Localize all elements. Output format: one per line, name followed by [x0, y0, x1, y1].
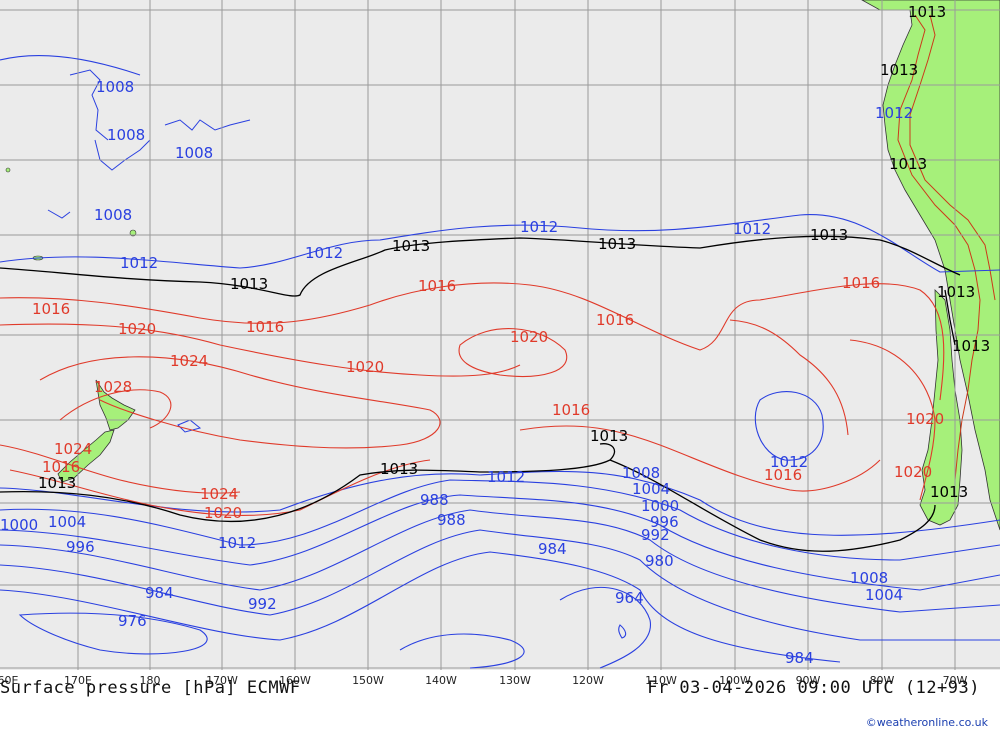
isobar-label: 980 — [645, 552, 674, 570]
isobar-label: 1024 — [54, 440, 92, 458]
isobar-labels-black: 1013 1013 1013 1013 1013 1013 1013 1013 … — [38, 3, 990, 501]
isobar-label: 984 — [145, 584, 174, 602]
isobar-label: 1004 — [48, 513, 86, 531]
isobar-label: 1008 — [175, 144, 213, 162]
isobar-label: 992 — [641, 526, 670, 544]
isobar-label: 1016 — [764, 466, 802, 484]
longitude-label: 80W — [869, 674, 895, 687]
isobar-label: 996 — [650, 513, 679, 531]
isobar-labels-red: 1016 1016 1020 1024 1028 1024 1016 1016 … — [32, 274, 944, 522]
isobar-label: 1008 — [107, 126, 145, 144]
isobar-label: 1013 — [937, 283, 975, 301]
lat-lon-grid — [0, 0, 1000, 670]
isobar-label: 1024 — [170, 352, 208, 370]
isobar-label: 1000 — [641, 497, 679, 515]
credit-link[interactable]: ©weatheronline.co.uk — [865, 716, 988, 729]
isobar-label: 1008 — [96, 78, 134, 96]
longitude-label: 160W — [279, 674, 311, 687]
isobar-label: 984 — [785, 649, 814, 667]
longitude-label: 60E — [0, 674, 19, 687]
isobar-label: 1012 — [733, 220, 771, 238]
isobar-label: 1008 — [622, 464, 660, 482]
isobar-label: 1020 — [346, 358, 384, 376]
isobar-labels-blue: 1008 1008 1008 1008 1012 1012 1012 1012 … — [0, 78, 913, 667]
isobar-label: 1013 — [380, 460, 418, 478]
isobar-label: 1016 — [42, 458, 80, 476]
isobar-label: 1004 — [632, 480, 670, 498]
isobar-label: 976 — [118, 612, 147, 630]
isobar-label: 1012 — [770, 453, 808, 471]
isobar-label: 1012 — [520, 218, 558, 236]
isobar-label: 1008 — [850, 569, 888, 587]
isobar-label: 1020 — [118, 320, 156, 338]
isobar-label: 1000 — [0, 516, 38, 534]
longitude-label: 100W — [719, 674, 751, 687]
isobar-label: 1012 — [487, 468, 525, 486]
isobar-label: 1012 — [875, 104, 913, 122]
isobar-label: 1016 — [552, 401, 590, 419]
longitude-label: 70W — [942, 674, 968, 687]
isobar-label: 1013 — [38, 474, 76, 492]
small-island-dots — [5, 167, 137, 261]
longitude-label: 170E — [64, 674, 92, 687]
longitude-label: 110W — [645, 674, 677, 687]
isobar-label: 1016 — [596, 311, 634, 329]
isobar-1013 — [0, 235, 961, 552]
longitude-label: 180 — [139, 674, 161, 687]
isobar-label: 1013 — [889, 155, 927, 173]
isobar-label: 1024 — [200, 485, 238, 503]
andes-ridge-2 — [909, 14, 996, 301]
isobar-label: 1020 — [510, 328, 548, 346]
isobar-label: 1013 — [598, 235, 636, 253]
isobar-label: 1012 — [218, 534, 256, 552]
isobar-label: 1013 — [908, 3, 946, 21]
isobar-label: 1013 — [952, 337, 990, 355]
south-america-landmass — [861, 0, 1000, 531]
isobar-label: 996 — [66, 538, 95, 556]
isobar-label: 1020 — [894, 463, 932, 481]
isobar-label: 1020 — [906, 410, 944, 428]
isobar-label: 1013 — [392, 237, 430, 255]
isobar-label: 1012 — [120, 254, 158, 272]
isobar-label: 1013 — [590, 427, 628, 445]
longitude-label: 170W — [206, 674, 238, 687]
isobars-low — [0, 55, 1000, 669]
longitude-label: 140W — [425, 674, 457, 687]
isobar-label: 1028 — [94, 378, 132, 396]
longitude-label: 90W — [795, 674, 821, 687]
pressure-map: 1008 1008 1008 1008 1012 1012 1012 1012 … — [0, 0, 1000, 670]
valid-time: Fr 03-04-2026 09:00 UTC (12+93) — [647, 678, 980, 698]
isobar-label: 1004 — [865, 586, 903, 604]
isobar-label: 964 — [615, 589, 644, 607]
isobar-label: 1013 — [230, 275, 268, 293]
pacific-islands — [47, 69, 251, 433]
longitude-label: 130W — [499, 674, 531, 687]
chart-title: Surface pressure [hPa] ECMWF — [0, 678, 301, 698]
isobar-label: 988 — [420, 491, 449, 509]
isobar-label: 1013 — [810, 226, 848, 244]
longitude-label: 150W — [352, 674, 384, 687]
isobar-label: 984 — [538, 540, 567, 558]
new-zealand-south-island — [57, 429, 115, 483]
isobar-label: 1020 — [204, 504, 242, 522]
isobar-label: 992 — [248, 595, 277, 613]
longitude-label: 120W — [572, 674, 604, 687]
isobar-label: 1016 — [842, 274, 880, 292]
isobar-label: 1008 — [94, 206, 132, 224]
isobar-label: 1013 — [880, 61, 918, 79]
isobar-label: 1016 — [246, 318, 284, 336]
isobar-label: 1013 — [930, 483, 968, 501]
isobar-label: 1016 — [418, 277, 456, 295]
isobar-label: 1012 — [305, 244, 343, 262]
isobar-label: 1016 — [32, 300, 70, 318]
chile-coast-landmass — [919, 289, 963, 526]
isobars-high — [0, 282, 945, 517]
isobar-label: 988 — [437, 511, 466, 529]
